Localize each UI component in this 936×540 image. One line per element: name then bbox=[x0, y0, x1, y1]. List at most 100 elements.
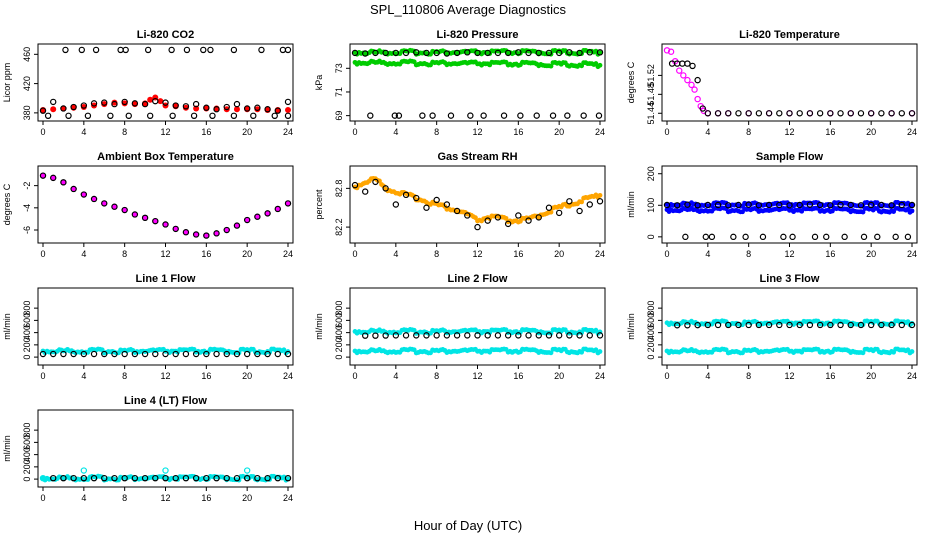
data-point bbox=[566, 332, 573, 339]
x-tick-label: 16 bbox=[825, 371, 835, 381]
data-point bbox=[548, 350, 554, 356]
x-tick-label: 0 bbox=[40, 371, 45, 381]
data-point bbox=[172, 102, 179, 109]
data-point bbox=[579, 199, 585, 205]
data-point bbox=[564, 112, 571, 119]
data-point bbox=[480, 112, 487, 119]
data-point bbox=[39, 172, 47, 179]
data-point bbox=[580, 112, 587, 119]
data-point bbox=[586, 49, 593, 56]
x-tick-label: 24 bbox=[283, 371, 293, 381]
data-point bbox=[860, 350, 866, 356]
data-point bbox=[776, 110, 783, 117]
data-point bbox=[367, 112, 374, 119]
data-point bbox=[898, 321, 905, 329]
data-point bbox=[691, 86, 698, 93]
x-tick-label: 24 bbox=[595, 127, 605, 137]
data-point bbox=[101, 101, 108, 108]
data-point bbox=[271, 112, 278, 120]
data-point bbox=[714, 110, 722, 117]
data-point bbox=[443, 332, 451, 339]
data-point bbox=[90, 195, 98, 203]
data-point bbox=[433, 49, 440, 57]
data-point bbox=[827, 202, 834, 209]
data-point bbox=[62, 46, 69, 54]
data-point bbox=[90, 350, 98, 358]
data-point bbox=[730, 233, 737, 241]
data-point bbox=[837, 321, 844, 329]
data-point bbox=[874, 233, 881, 241]
data-point bbox=[535, 332, 542, 339]
data-layer bbox=[39, 467, 292, 483]
chart-title: Line 4 (LT) Flow bbox=[124, 395, 207, 407]
data-point bbox=[484, 332, 491, 339]
x-tick-label: 20 bbox=[242, 127, 252, 137]
x-tick-label: 0 bbox=[40, 127, 45, 137]
x-tick-label: 8 bbox=[122, 127, 127, 137]
data-point bbox=[203, 104, 210, 111]
x-tick-label: 8 bbox=[746, 249, 751, 259]
data-point bbox=[867, 201, 875, 209]
data-layer bbox=[39, 346, 292, 358]
data-point bbox=[70, 185, 77, 193]
data-point bbox=[745, 321, 752, 329]
x-tick-label: 4 bbox=[705, 371, 710, 381]
x-tick-label: 8 bbox=[122, 371, 127, 381]
data-layer bbox=[39, 172, 292, 239]
data-point bbox=[786, 321, 793, 329]
data-point bbox=[223, 226, 230, 234]
data-point bbox=[60, 474, 67, 482]
data-point bbox=[121, 206, 128, 214]
data-point bbox=[182, 103, 190, 110]
data-point bbox=[264, 210, 271, 217]
x-tick-label: 24 bbox=[907, 371, 917, 381]
data-point bbox=[503, 215, 509, 221]
data-point bbox=[888, 321, 895, 329]
data-point bbox=[704, 321, 712, 329]
data-point bbox=[548, 209, 554, 215]
data-point bbox=[182, 104, 189, 111]
data-point bbox=[545, 204, 553, 211]
x-tick-label: 24 bbox=[283, 249, 293, 259]
data-point bbox=[909, 349, 915, 354]
x-tick-label: 12 bbox=[472, 371, 482, 381]
data-point bbox=[566, 198, 573, 205]
x-tick-label: 8 bbox=[746, 127, 751, 137]
data-point bbox=[860, 233, 868, 241]
y-tick-label: 51.52 bbox=[646, 64, 656, 87]
data-point bbox=[279, 46, 287, 54]
data-point bbox=[382, 332, 389, 339]
data-point bbox=[494, 49, 502, 57]
chart-panel: Gas Stream RH percent 0 4 8 12 16 20 24 82.2 82.8 bbox=[314, 151, 606, 259]
data-point bbox=[362, 332, 369, 339]
x-tick-label: 12 bbox=[160, 493, 170, 503]
data-point bbox=[351, 181, 359, 189]
data-point bbox=[258, 46, 265, 54]
x-tick-label: 24 bbox=[907, 127, 917, 137]
data-point bbox=[796, 201, 803, 209]
data-point bbox=[351, 49, 359, 57]
x-tick-label: 0 bbox=[664, 249, 669, 259]
data-point bbox=[684, 201, 691, 208]
data-point bbox=[111, 99, 118, 106]
chart-panel: Line 2 Flow ml/min 0 4 8 12 16 20 24 0 20040060080… bbox=[314, 273, 606, 381]
data-point bbox=[674, 202, 681, 209]
data-point bbox=[694, 202, 701, 209]
data-point bbox=[878, 110, 885, 117]
data-point bbox=[402, 49, 410, 57]
data-point bbox=[576, 207, 583, 215]
data-point bbox=[125, 112, 132, 120]
data-point bbox=[694, 321, 701, 329]
data-point bbox=[50, 106, 57, 113]
data-point bbox=[168, 46, 175, 54]
data-point bbox=[504, 220, 512, 228]
data-point bbox=[213, 474, 220, 482]
data-point bbox=[806, 321, 814, 329]
y-tick-label: 600 bbox=[22, 435, 32, 450]
data-point bbox=[545, 332, 553, 339]
x-tick-label: 0 bbox=[664, 127, 669, 137]
data-point bbox=[735, 110, 742, 117]
y-tick-label: 0 bbox=[646, 234, 656, 239]
data-point bbox=[141, 214, 149, 222]
